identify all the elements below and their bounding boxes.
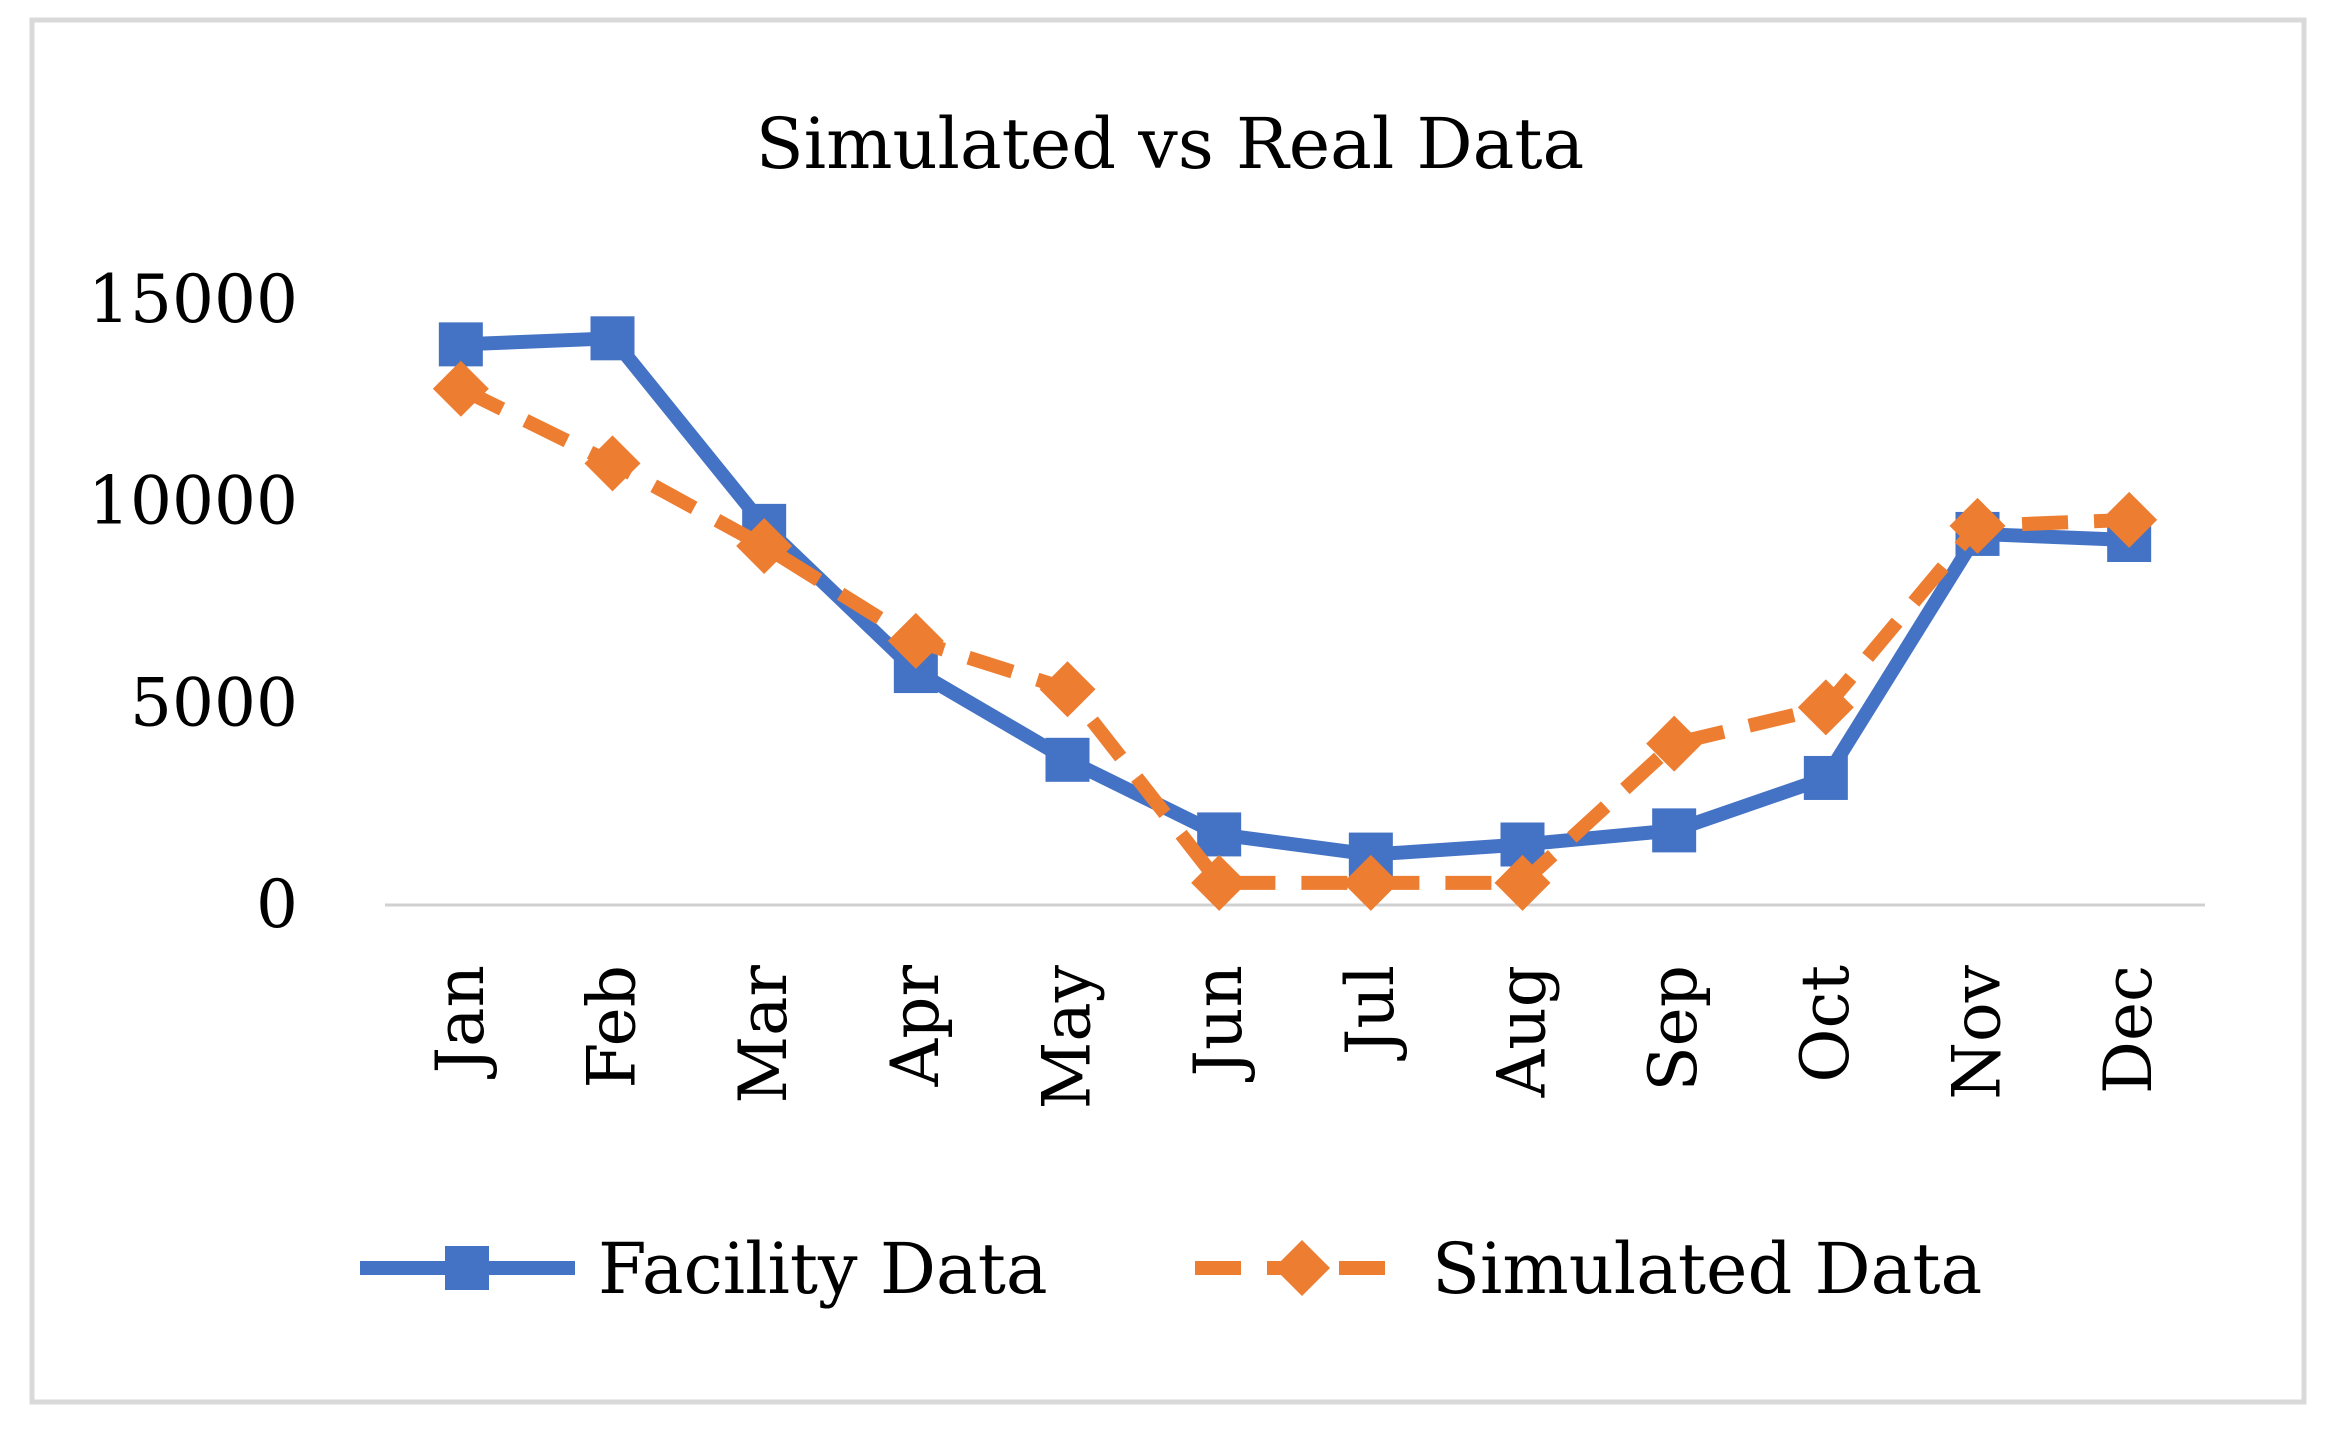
chart-title: Simulated vs Real Data (756, 103, 1584, 185)
data-point-diamond (584, 435, 641, 492)
data-point-diamond (2101, 491, 2158, 548)
data-point-diamond (1039, 661, 1096, 718)
data-point-square (1803, 755, 1848, 800)
data-point-square (590, 316, 635, 361)
x-tick-label: Aug (1484, 965, 1561, 1098)
x-tick-label: Mar (725, 965, 802, 1104)
y-tick-label: 5000 (130, 664, 298, 741)
data-point-diamond (887, 612, 944, 669)
series-line (460, 331, 2130, 862)
data-point-diamond (1342, 854, 1399, 911)
x-tick-label: Sep (1635, 965, 1712, 1092)
y-tick-label: 15000 (88, 261, 298, 338)
x-tick-label: Jun (1180, 965, 1257, 1082)
legend-square-marker (445, 1246, 489, 1290)
y-tick-label: 0 (256, 866, 298, 943)
data-point-diamond (1949, 497, 2006, 554)
legend-item-facility-data: Facility Data (360, 1228, 1048, 1310)
data-point-square (438, 322, 483, 367)
legend-item-simulated-data: Simulated Data (1195, 1228, 1982, 1310)
x-tick-label: Dec (2090, 965, 2167, 1094)
x-tick-label: May (1029, 964, 1106, 1109)
legend-label-simulated-data: Simulated Data (1432, 1228, 1982, 1310)
data-point-diamond (1494, 854, 1551, 911)
data-point-square (1045, 737, 1090, 782)
y-tick-label: 10000 (88, 463, 298, 540)
series-layer (432, 316, 2158, 911)
legend: Facility Data Simulated Data (360, 1228, 1982, 1310)
data-point-diamond (1191, 854, 1248, 911)
x-tick-label: Oct (1787, 965, 1864, 1083)
y-axis: 0 5000 10000 15000 (88, 261, 298, 943)
x-axis: Jan Feb Mar Apr May Jun Jul Aug Sep Oct Nov Dec (385, 903, 2205, 1109)
x-tick-label: Jul (1332, 965, 1409, 1061)
data-point-square (1197, 812, 1242, 857)
data-point-diamond (1797, 679, 1854, 736)
x-tick-label: Jan (422, 965, 499, 1079)
x-tick-label: Feb (574, 965, 651, 1089)
data-point-diamond (736, 518, 793, 575)
legend-label-facility-data: Facility Data (598, 1228, 1048, 1310)
data-point-square (1652, 808, 1697, 853)
chart-border (29, 17, 2307, 1405)
data-point-diamond (432, 360, 489, 417)
series-line (457, 382, 2130, 890)
legend-diamond-marker (1274, 1240, 1330, 1296)
data-point-diamond (1646, 715, 1703, 772)
x-tick-label: Nov (1939, 964, 2016, 1099)
x-tick-label: Apr (877, 965, 954, 1088)
series-simulated-data (432, 360, 2158, 911)
